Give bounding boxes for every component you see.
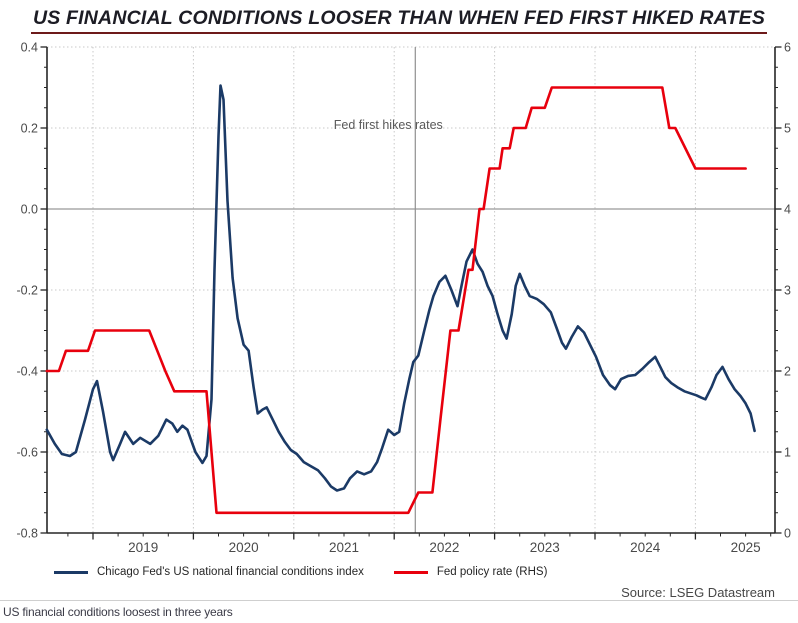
chart-title: US FINANCIAL CONDITIONS LOOSER THAN WHEN… bbox=[30, 7, 768, 34]
svg-text:2025: 2025 bbox=[731, 540, 761, 555]
legend-item-nfci: Chicago Fed's US national financial cond… bbox=[54, 566, 364, 578]
svg-text:6: 6 bbox=[784, 41, 791, 55]
svg-text:2019: 2019 bbox=[128, 540, 158, 555]
svg-text:3: 3 bbox=[784, 284, 791, 298]
svg-text:2: 2 bbox=[784, 365, 791, 379]
fed-rate-legend-label: Fed policy rate (RHS) bbox=[436, 566, 548, 578]
svg-text:4: 4 bbox=[784, 203, 791, 217]
fed-rate-line-swatch bbox=[393, 570, 428, 574]
footer-status-bar: US financial conditions loosest in three… bbox=[0, 600, 798, 623]
svg-text:-0.4: -0.4 bbox=[16, 365, 38, 379]
svg-text:-0.8: -0.8 bbox=[16, 527, 38, 541]
svg-text:Fed first hikes rates: Fed first hikes rates bbox=[334, 118, 443, 132]
nfci-legend-label: Chicago Fed's US national financial cond… bbox=[97, 566, 364, 578]
chart-plot: Fed first hikes rates 0.4 0.2 0.0 -0.2 -0.4 -0… bbox=[16, 41, 791, 556]
title-wrap: US FINANCIAL CONDITIONS LOOSER THAN WHEN… bbox=[0, 7, 798, 34]
svg-text:1: 1 bbox=[784, 446, 791, 460]
svg-text:0.0: 0.0 bbox=[21, 203, 38, 217]
svg-text:2022: 2022 bbox=[429, 540, 459, 555]
svg-text:-0.2: -0.2 bbox=[16, 284, 38, 298]
svg-text:2023: 2023 bbox=[530, 540, 560, 555]
svg-text:0.2: 0.2 bbox=[21, 122, 38, 136]
svg-text:2024: 2024 bbox=[630, 540, 661, 555]
nfci-line-swatch bbox=[54, 570, 88, 574]
source-attribution: Source: LSEG Datastream bbox=[621, 585, 775, 600]
footer-note: US financial conditions loosest in three… bbox=[3, 605, 233, 619]
legend: Chicago Fed's US national financial cond… bbox=[54, 566, 547, 578]
svg-text:0: 0 bbox=[784, 527, 791, 541]
svg-text:5: 5 bbox=[784, 122, 791, 136]
legend-item-fed-rate: Fed policy rate (RHS) bbox=[393, 566, 548, 578]
svg-text:2021: 2021 bbox=[329, 540, 359, 555]
svg-text:0.4: 0.4 bbox=[21, 41, 38, 55]
svg-text:-0.6: -0.6 bbox=[16, 446, 38, 460]
svg-text:2020: 2020 bbox=[229, 540, 259, 555]
